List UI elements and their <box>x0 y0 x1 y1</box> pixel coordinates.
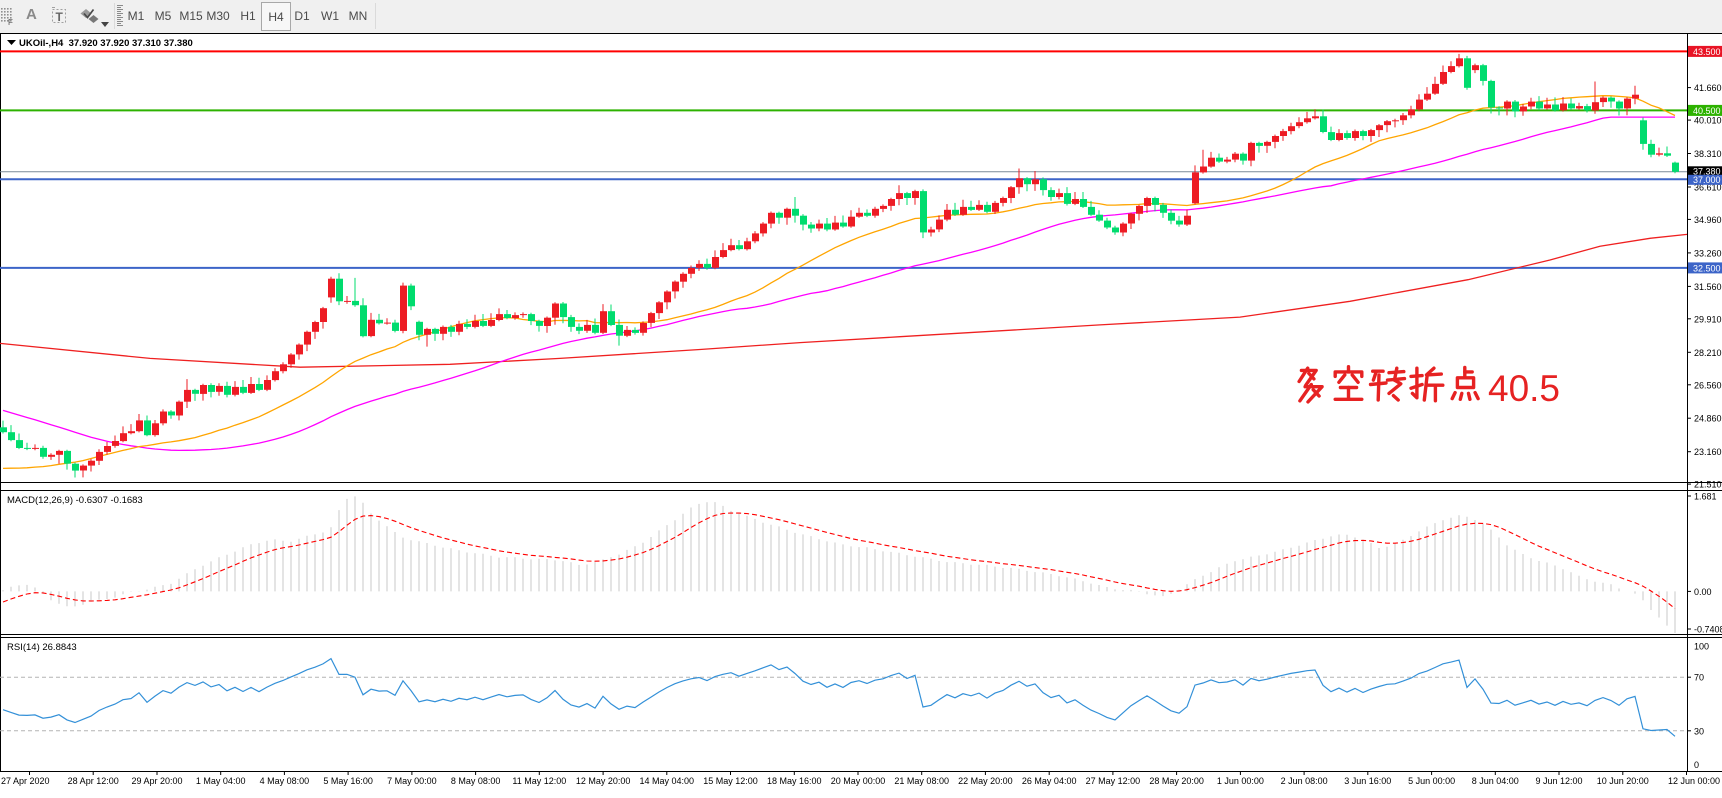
svg-text:22 May 20:00: 22 May 20:00 <box>958 776 1013 786</box>
svg-text:28 Apr 12:00: 28 Apr 12:00 <box>68 776 119 786</box>
svg-text:43.500: 43.500 <box>1693 47 1721 57</box>
svg-text:34.960: 34.960 <box>1694 215 1722 225</box>
svg-text:9 Jun 12:00: 9 Jun 12:00 <box>1535 776 1582 786</box>
svg-text:12 Jun 00:00: 12 Jun 00:00 <box>1668 776 1720 786</box>
svg-text:37.000: 37.000 <box>1693 175 1721 185</box>
svg-text:40.500: 40.500 <box>1693 106 1721 116</box>
svg-text:29.910: 29.910 <box>1694 314 1722 324</box>
svg-text:20 May 00:00: 20 May 00:00 <box>831 776 886 786</box>
svg-text:27 Apr 2020: 27 Apr 2020 <box>1 776 50 786</box>
svg-text:8 May 08:00: 8 May 08:00 <box>451 776 501 786</box>
svg-text:26.560: 26.560 <box>1694 380 1722 390</box>
svg-text:38.310: 38.310 <box>1694 149 1722 159</box>
svg-text:18 May 16:00: 18 May 16:00 <box>767 776 822 786</box>
svg-text:11 May 12:00: 11 May 12:00 <box>512 776 566 786</box>
svg-text:0: 0 <box>1694 760 1699 770</box>
svg-text:36.610: 36.610 <box>1694 183 1722 193</box>
svg-text:21 May 08:00: 21 May 08:00 <box>894 776 949 786</box>
svg-text:21.510: 21.510 <box>1694 480 1722 490</box>
svg-text:33.260: 33.260 <box>1694 248 1722 258</box>
svg-text:100: 100 <box>1694 642 1709 652</box>
svg-text:7 May 00:00: 7 May 00:00 <box>387 776 437 786</box>
svg-text:1 May 04:00: 1 May 04:00 <box>196 776 246 786</box>
svg-text:40.5: 40.5 <box>1488 368 1560 409</box>
svg-text:28 May 20:00: 28 May 20:00 <box>1149 776 1204 786</box>
svg-text:40.010: 40.010 <box>1694 116 1722 126</box>
svg-text:1 Jun 00:00: 1 Jun 00:00 <box>1217 776 1264 786</box>
svg-text:5 May 16:00: 5 May 16:00 <box>323 776 373 786</box>
svg-text:70: 70 <box>1694 673 1704 683</box>
svg-text:37.380: 37.380 <box>1693 166 1721 176</box>
svg-text:29 Apr 20:00: 29 Apr 20:00 <box>131 776 182 786</box>
svg-text:14 May 04:00: 14 May 04:00 <box>640 776 695 786</box>
svg-text:5 Jun 00:00: 5 Jun 00:00 <box>1408 776 1455 786</box>
svg-text:T: T <box>56 10 64 24</box>
svg-text:4 May 08:00: 4 May 08:00 <box>260 776 310 786</box>
svg-text:28.210: 28.210 <box>1694 348 1722 358</box>
svg-text:F: F <box>8 18 13 27</box>
svg-text:RSI(14) 26.8843: RSI(14) 26.8843 <box>7 642 77 653</box>
svg-text:12 May 20:00: 12 May 20:00 <box>576 776 631 786</box>
svg-text:41.660: 41.660 <box>1694 83 1722 93</box>
svg-text:10 Jun 20:00: 10 Jun 20:00 <box>1597 776 1649 786</box>
svg-text:UKOil-,H4 37.920 37.920 37.31: UKOil-,H4 37.920 37.920 37.310 37.380 <box>19 38 193 49</box>
svg-text:27 May 12:00: 27 May 12:00 <box>1086 776 1141 786</box>
svg-text:30: 30 <box>1694 726 1704 736</box>
svg-text:-0.7408: -0.7408 <box>1694 625 1722 635</box>
svg-text:26 May 04:00: 26 May 04:00 <box>1022 776 1077 786</box>
svg-text:0.00: 0.00 <box>1694 587 1712 597</box>
svg-text:3 Jun 16:00: 3 Jun 16:00 <box>1344 776 1391 786</box>
svg-text:2 Jun 08:00: 2 Jun 08:00 <box>1281 776 1328 786</box>
svg-text:1.681: 1.681 <box>1694 492 1717 502</box>
svg-text:8 Jun 04:00: 8 Jun 04:00 <box>1472 776 1519 786</box>
svg-text:15 May 12:00: 15 May 12:00 <box>703 776 758 786</box>
svg-text:24.860: 24.860 <box>1694 414 1722 424</box>
svg-text:32.500: 32.500 <box>1693 263 1721 273</box>
svg-text:23.160: 23.160 <box>1694 447 1722 457</box>
svg-text:31.560: 31.560 <box>1694 282 1722 292</box>
svg-text:MACD(12,26,9) -0.6307 -0.1683: MACD(12,26,9) -0.6307 -0.1683 <box>7 495 143 506</box>
